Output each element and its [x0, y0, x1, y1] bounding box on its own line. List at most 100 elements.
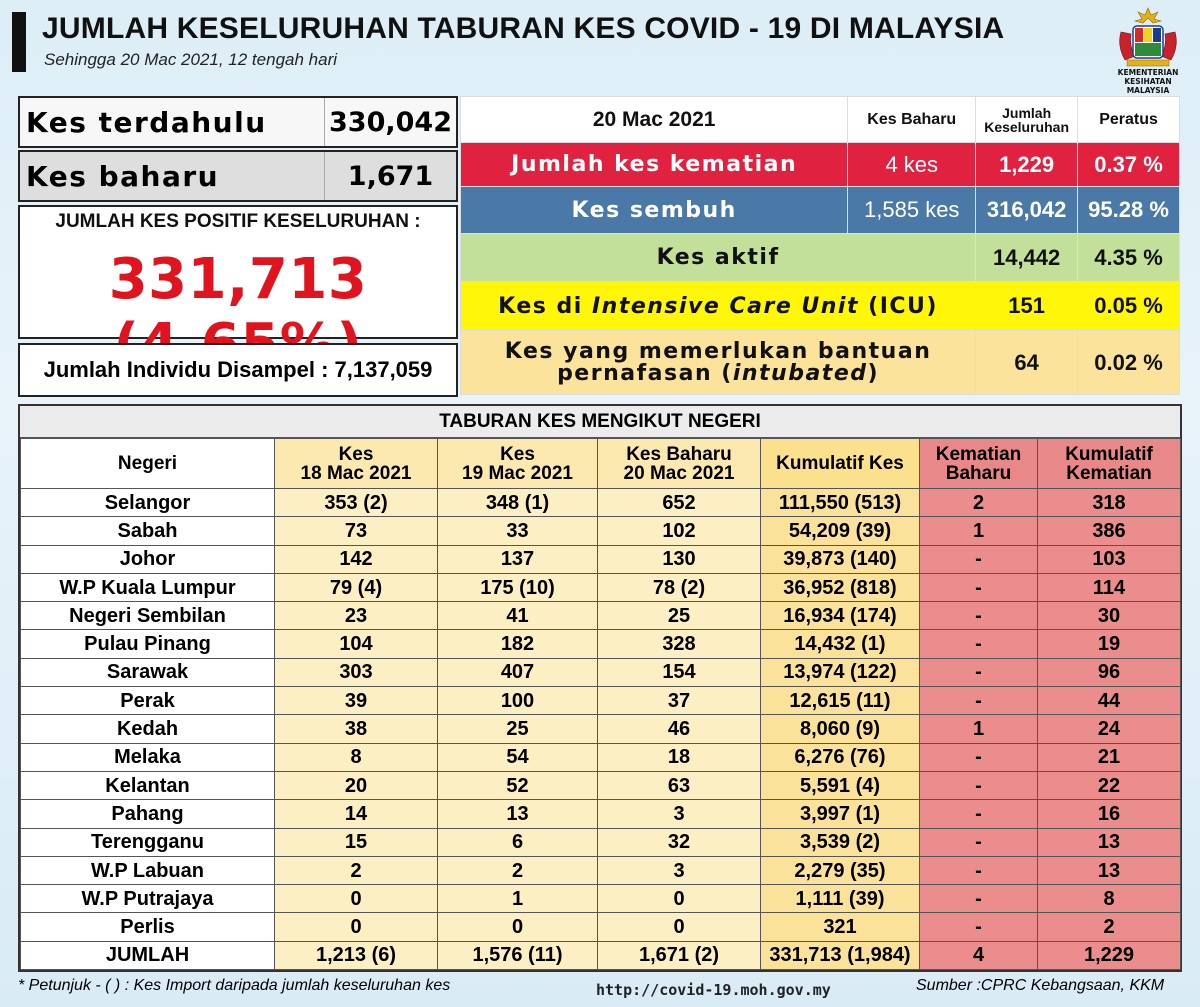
- table-row: W.P Kuala Lumpur 79 (4) 175 (10) 78 (2) 36,9…: [20, 572, 1181, 603]
- status-col-peratus: Peratus: [1077, 96, 1180, 143]
- cell-kematian-baharu: -: [919, 601, 1038, 631]
- intub-jumlah: 64: [975, 330, 1079, 395]
- state-table-panel: TABURAN KES MENGIKUT NEGERI Negeri Kes 18…: [18, 404, 1182, 973]
- cell-kes-18: 73: [274, 516, 438, 546]
- cell-kes-18: 2: [274, 855, 438, 886]
- kes-baharu-value: 1,671: [324, 152, 456, 200]
- cell-kes-20: 32: [597, 827, 761, 857]
- cell-kes-19: 100: [437, 686, 598, 716]
- cell-kematian-baharu: -: [919, 572, 1038, 603]
- cell-kes-20: 154: [597, 657, 761, 688]
- cell-kumulatif-kes: 12,615 (11): [760, 686, 920, 716]
- cell-kes-19: 137: [437, 544, 598, 574]
- cell-kumulatif-kematian: 21: [1037, 742, 1181, 772]
- sampel-box: Jumlah Individu Disampel : 7,137,059: [18, 343, 458, 397]
- cell-kumulatif-kematian: 30: [1037, 601, 1181, 631]
- cell-kes-19: 33: [437, 516, 598, 546]
- icu-label: Kes di Intensive Care Unit (ICU): [459, 281, 977, 331]
- cell-kes-19: 6: [437, 827, 598, 857]
- intub-label-part2c: ): [867, 360, 880, 386]
- cell-kes-18: 104: [274, 629, 438, 659]
- state-table-body: Selangor 353 (2) 348 (1) 652 111,550 (513) 2 3…: [20, 487, 1181, 971]
- cell-kumulatif-kes: 16,934 (174): [760, 601, 920, 631]
- cell-kes-18: 303: [274, 657, 438, 688]
- positive-total-box: JUMLAH KES POSITIF KESELURUHAN : 331,713…: [18, 205, 458, 377]
- table-row: Terengganu 15 6 32 3,539 (2) -13: [20, 827, 1181, 857]
- status-row-sembuh: Kes sembuh 1,585 kes 316,042 95.28 %: [459, 186, 1180, 234]
- table-row: Perlis 0 0 0 321-2: [20, 912, 1181, 942]
- cell-kumulatif-kematian: 386: [1037, 516, 1181, 546]
- cell-kes-20: 78 (2): [597, 572, 761, 603]
- cell-kumulatif-kes: 3,997 (1): [760, 799, 920, 829]
- cell-kematian-baharu: -: [919, 544, 1038, 574]
- sembuh-label: Kes sembuh: [459, 186, 849, 234]
- cell-kes-19: 13: [437, 799, 598, 829]
- cell-kematian-baharu: 1: [919, 714, 1038, 744]
- cell-kumulatif-kematian: 13: [1037, 827, 1181, 857]
- cell-kes-18: 0: [274, 912, 438, 942]
- cell-kes-18: 38: [274, 714, 438, 744]
- icu-label-part2: Intensive Care Unit: [591, 293, 859, 319]
- cell-kumulatif-kes: 14,432 (1): [760, 629, 920, 659]
- cell-kumulatif-kes: 2,279 (35): [760, 855, 920, 886]
- cell-kes-18: 1,213 (6): [274, 940, 438, 971]
- cell-kematian-baharu: 4: [919, 940, 1038, 971]
- table-row: Pulau Pinang 104 182 328 14,432 (1) -19: [20, 629, 1181, 659]
- status-row-icu: Kes di Intensive Care Unit (ICU) 151 0.0…: [459, 281, 1180, 331]
- cell-negeri: W.P Putrajaya: [20, 884, 275, 914]
- cell-kes-18: 79 (4): [274, 572, 438, 603]
- cell-kumulatif-kematian: 22: [1037, 770, 1181, 801]
- col-kes-19: Kes 19 Mac 2021: [437, 438, 598, 489]
- cell-kes-20: 46: [597, 714, 761, 744]
- logo-text-ministry: KEMENTERIAN KESIHATAN: [1117, 68, 1179, 86]
- state-table: Negeri Kes 18 Mac 2021 Kes 19 Mac 2021 Kes…: [20, 438, 1181, 971]
- cell-kes-18: 8: [274, 742, 438, 772]
- col-kematian-line2: Baharu: [945, 462, 1012, 484]
- cell-kumulatif-kematian: 24: [1037, 714, 1181, 744]
- ministry-logo: KEMENTERIAN KESIHATAN MALAYSIA: [1096, 6, 1200, 95]
- state-table-title: TABURAN KES MENGIKUT NEGERI: [20, 406, 1180, 438]
- intub-peratus: 0.02 %: [1077, 330, 1180, 395]
- table-row: Johor 142 137 130 39,873 (140) -103: [20, 544, 1181, 574]
- cell-kes-18: 20: [274, 770, 438, 801]
- intub-label-part2a: pernafasan (: [557, 360, 733, 386]
- aktif-label: Kes aktif: [459, 233, 977, 282]
- sampel-text: Jumlah Individu Disampel : 7,137,059: [43, 357, 433, 382]
- cell-kes-18: 23: [274, 601, 438, 631]
- table-row: Negeri Sembilan 23 41 25 16,934 (174) -30: [20, 601, 1181, 631]
- footer-note: * Petunjuk - ( ) : Kes Import daripada j…: [18, 977, 451, 994]
- cell-kes-18: 14: [274, 799, 438, 829]
- cell-kes-20: 3: [597, 855, 761, 886]
- cell-negeri: Pahang: [20, 799, 275, 829]
- kes-baharu-label: Kes baharu: [26, 159, 220, 193]
- cell-kes-18: 353 (2): [274, 487, 438, 518]
- icu-peratus: 0.05 %: [1077, 281, 1180, 331]
- col-kumulatif-kematian: Kumulatif Kematian: [1037, 438, 1181, 489]
- cell-kes-20: 1,671 (2): [597, 940, 761, 971]
- status-col-jumlah: Jumlah Keseluruhan: [975, 96, 1079, 143]
- cell-kumulatif-kematian: 1,229: [1037, 940, 1181, 971]
- kes-terdahulu-box: Kes terdahulu 330,042: [18, 96, 458, 148]
- cell-kematian-baharu: -: [919, 855, 1038, 886]
- cell-kumulatif-kes: 5,591 (4): [760, 770, 920, 801]
- cell-kes-19: 175 (10): [437, 572, 598, 603]
- header-accent-bar: [12, 12, 26, 72]
- col-kes-18-line2: 18 Mac 2021: [300, 462, 412, 484]
- footer-url: http://covid-19.moh.gov.my: [596, 981, 831, 999]
- cell-negeri: Negeri Sembilan: [20, 601, 275, 631]
- intub-label-part2b: intubated: [732, 360, 868, 386]
- cell-kematian-baharu: -: [919, 912, 1038, 942]
- table-row: Selangor 353 (2) 348 (1) 652 111,550 (513) 2 3…: [20, 487, 1181, 518]
- cell-negeri: Kelantan: [20, 770, 275, 801]
- status-col-jumlah-line2: Keseluruhan: [984, 118, 1070, 135]
- status-row-intubated: Kes yang memerlukan bantuan pernafasan (i…: [459, 330, 1180, 395]
- col-kematian-line1: Kematian: [935, 443, 1022, 465]
- col-kumkem-line2: Kematian: [1066, 462, 1152, 484]
- page-title: JUMLAH KESELURUHAN TABURAN KES COVID - 1…: [42, 12, 1005, 45]
- col-kes-20-line2: 20 Mac 2021: [623, 462, 735, 484]
- cell-kematian-baharu: -: [919, 799, 1038, 829]
- status-date: 20 Mac 2021: [459, 96, 849, 143]
- status-table: 20 Mac 2021 Kes Baharu Jumlah Keseluruhan…: [459, 96, 1180, 395]
- cell-kumulatif-kes: 321: [760, 912, 920, 942]
- icu-jumlah: 151: [975, 281, 1079, 331]
